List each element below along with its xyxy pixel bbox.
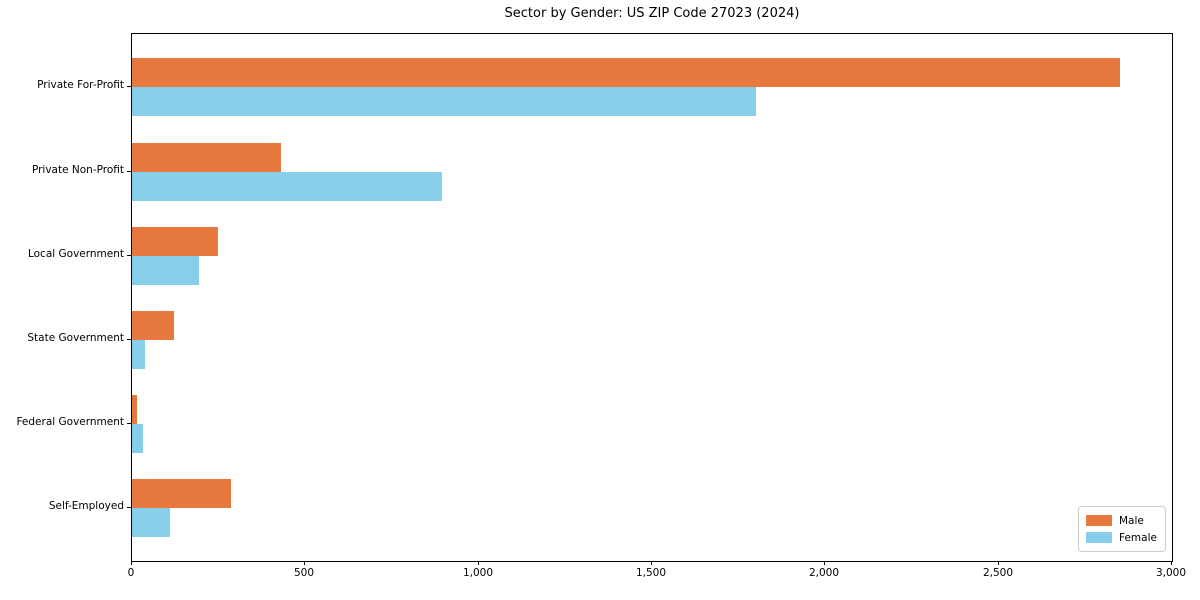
y-tick-label-private-for-profit: Private For-Profit [37, 79, 124, 91]
y-tick-label-private-non-profit: Private Non-Profit [31, 164, 124, 176]
x-tick-label-500: 500 [293, 567, 315, 579]
x-tick-mark [131, 561, 132, 565]
legend-swatch-female [1086, 532, 1112, 543]
x-tick-label-1-500: 1,500 [635, 567, 667, 579]
bar-female-self-employed [132, 508, 170, 537]
y-tick-label-self-employed: Self-Employed [48, 500, 124, 512]
bar-female-private-for-profit [132, 87, 756, 116]
x-tick-label-3-000: 3,000 [1155, 567, 1187, 579]
y-tick-label-federal-government: Federal Government [16, 416, 124, 428]
bar-female-federal-government [132, 424, 143, 453]
chart-title: Sector by Gender: US ZIP Code 27023 (202… [504, 6, 800, 21]
y-tick-mark [127, 339, 131, 340]
x-tick-mark [824, 561, 825, 565]
x-tick-label-2-500: 2,500 [982, 567, 1014, 579]
y-tick-mark [127, 171, 131, 172]
bar-male-self-employed [132, 479, 231, 508]
legend-swatch-male [1086, 515, 1112, 526]
bar-male-local-government [132, 227, 218, 256]
y-tick-mark [127, 423, 131, 424]
x-tick-label-0: 0 [127, 567, 135, 579]
x-tick-mark [478, 561, 479, 565]
x-tick-mark [651, 561, 652, 565]
y-tick-label-state-government: State Government [27, 332, 124, 344]
x-tick-mark [998, 561, 999, 565]
x-tick-label-1-000: 1,000 [462, 567, 494, 579]
y-tick-mark [127, 507, 131, 508]
legend: Male Female [1078, 506, 1166, 552]
bar-male-federal-government [132, 395, 137, 424]
plot-area [131, 33, 1173, 562]
bar-male-state-government [132, 311, 174, 340]
x-tick-mark [1171, 561, 1172, 565]
bar-female-state-government [132, 340, 145, 369]
legend-label-male: Male [1119, 514, 1144, 527]
legend-entry-male: Male [1086, 512, 1157, 529]
bar-female-private-non-profit [132, 172, 442, 201]
x-tick-label-2-000: 2,000 [808, 567, 840, 579]
bar-male-private-non-profit [132, 143, 281, 172]
y-tick-label-local-government: Local Government [27, 248, 124, 260]
legend-label-female: Female [1119, 531, 1157, 544]
bar-female-local-government [132, 256, 199, 285]
x-tick-mark [304, 561, 305, 565]
legend-entry-female: Female [1086, 529, 1157, 546]
y-tick-mark [127, 255, 131, 256]
y-tick-mark [127, 86, 131, 87]
bar-male-private-for-profit [132, 58, 1120, 87]
